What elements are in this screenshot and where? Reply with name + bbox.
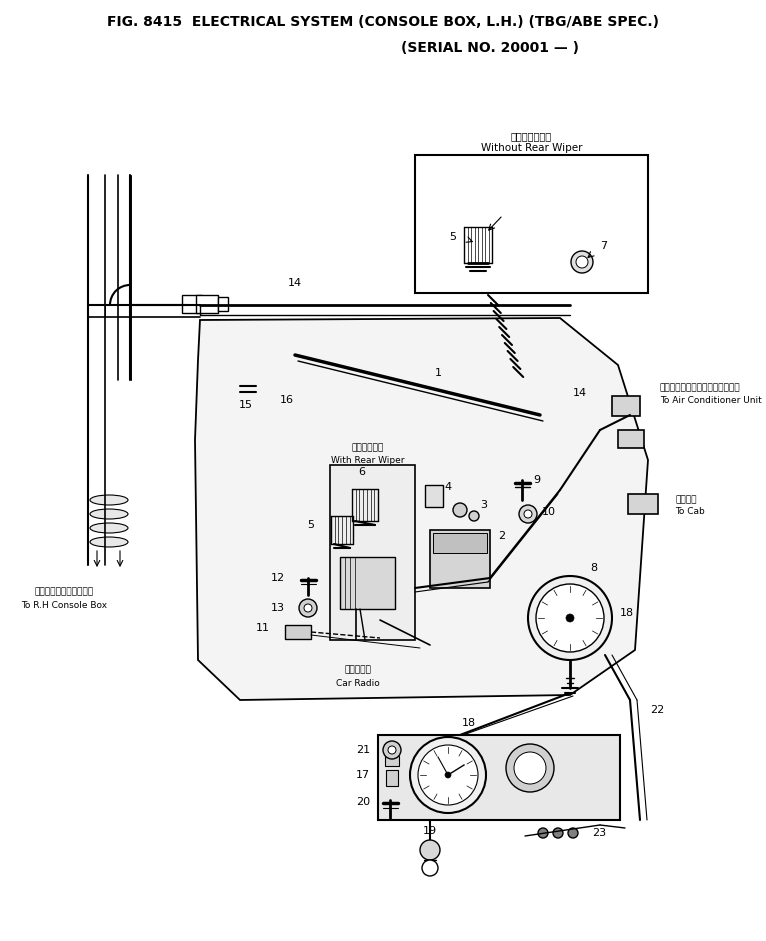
Text: 18: 18 bbox=[620, 608, 634, 618]
Text: 11: 11 bbox=[256, 623, 270, 633]
Text: 14: 14 bbox=[573, 388, 587, 398]
Circle shape bbox=[420, 840, 440, 860]
Bar bbox=[433, 533, 487, 553]
Text: 1: 1 bbox=[434, 368, 441, 378]
Circle shape bbox=[299, 599, 317, 617]
Text: 13: 13 bbox=[271, 603, 285, 613]
Text: 4: 4 bbox=[444, 482, 451, 492]
Circle shape bbox=[553, 828, 563, 838]
Bar bbox=[618, 430, 644, 448]
Bar bbox=[430, 530, 490, 588]
Bar bbox=[378, 735, 620, 820]
Circle shape bbox=[571, 251, 593, 273]
Text: 8: 8 bbox=[590, 563, 597, 573]
Circle shape bbox=[422, 860, 438, 876]
Bar bbox=[182, 295, 202, 313]
Circle shape bbox=[304, 604, 312, 612]
Bar bbox=[340, 557, 395, 609]
Text: エアーコンディショナユニットへ: エアーコンディショナユニットへ bbox=[660, 384, 741, 392]
Bar bbox=[385, 756, 399, 766]
Bar bbox=[628, 494, 658, 514]
Circle shape bbox=[566, 614, 574, 622]
Text: リヤワイパ付: リヤワイパ付 bbox=[352, 443, 384, 453]
Bar bbox=[386, 770, 398, 786]
Circle shape bbox=[536, 584, 604, 652]
Text: 23: 23 bbox=[592, 828, 606, 838]
Bar bbox=[218, 297, 228, 311]
Ellipse shape bbox=[90, 537, 128, 547]
Text: 5: 5 bbox=[307, 520, 314, 530]
Text: 9: 9 bbox=[533, 475, 540, 485]
Text: キャブへ: キャブへ bbox=[675, 496, 696, 504]
Text: 16: 16 bbox=[280, 395, 294, 405]
Polygon shape bbox=[195, 318, 648, 700]
Circle shape bbox=[445, 772, 451, 778]
Circle shape bbox=[538, 828, 548, 838]
Circle shape bbox=[524, 510, 532, 518]
Circle shape bbox=[519, 505, 537, 523]
Text: 18: 18 bbox=[462, 718, 476, 728]
Text: Without Rear Wiper: Without Rear Wiper bbox=[481, 143, 582, 153]
Circle shape bbox=[388, 746, 396, 754]
Bar bbox=[612, 396, 640, 416]
Text: 2: 2 bbox=[498, 531, 505, 541]
Circle shape bbox=[453, 503, 467, 517]
Text: 6: 6 bbox=[358, 467, 365, 477]
Text: カーラジオ: カーラジオ bbox=[345, 665, 372, 675]
Ellipse shape bbox=[90, 523, 128, 533]
Text: 5: 5 bbox=[449, 232, 456, 242]
Text: FIG. 8415  ELECTRICAL SYSTEM (CONSOLE BOX, L.H.) (TBG/ABE SPEC.): FIG. 8415 ELECTRICAL SYSTEM (CONSOLE BOX… bbox=[107, 15, 659, 29]
Bar bbox=[196, 295, 218, 313]
Text: 17: 17 bbox=[356, 770, 370, 780]
Circle shape bbox=[410, 737, 486, 813]
Text: To Cab: To Cab bbox=[675, 507, 705, 517]
Text: 19: 19 bbox=[423, 826, 437, 836]
Text: 22: 22 bbox=[650, 705, 664, 715]
Bar bbox=[330, 465, 415, 640]
Text: 21: 21 bbox=[356, 745, 370, 755]
Text: Car Radio: Car Radio bbox=[336, 678, 380, 688]
Text: リヤワイパなし: リヤワイパなし bbox=[511, 131, 552, 141]
Ellipse shape bbox=[237, 374, 259, 386]
Text: 15: 15 bbox=[239, 400, 253, 410]
Text: 12: 12 bbox=[271, 573, 285, 583]
Circle shape bbox=[514, 752, 546, 784]
Circle shape bbox=[469, 511, 479, 521]
Ellipse shape bbox=[90, 495, 128, 505]
Bar bbox=[555, 396, 573, 410]
Ellipse shape bbox=[90, 509, 128, 519]
Circle shape bbox=[506, 744, 554, 792]
Text: 3: 3 bbox=[480, 500, 487, 510]
Text: With Rear Wiper: With Rear Wiper bbox=[331, 455, 404, 465]
Circle shape bbox=[383, 741, 401, 759]
Text: 右コンソールボックスへ: 右コンソールボックスへ bbox=[34, 587, 93, 597]
Circle shape bbox=[576, 256, 588, 268]
Text: 7: 7 bbox=[600, 241, 607, 251]
Circle shape bbox=[568, 828, 578, 838]
Bar bbox=[415, 155, 648, 293]
Text: 14: 14 bbox=[288, 278, 302, 288]
Bar bbox=[425, 485, 443, 507]
Text: (SERIAL NO. 20001 — ): (SERIAL NO. 20001 — ) bbox=[401, 41, 579, 55]
Bar bbox=[285, 625, 311, 639]
Text: 10: 10 bbox=[542, 507, 556, 517]
Text: To Air Conditioner Unit: To Air Conditioner Unit bbox=[660, 395, 761, 405]
Circle shape bbox=[528, 576, 612, 660]
Text: To R.H Console Box: To R.H Console Box bbox=[21, 601, 107, 611]
Circle shape bbox=[418, 745, 478, 805]
Text: 20: 20 bbox=[356, 797, 370, 807]
Ellipse shape bbox=[276, 371, 294, 381]
